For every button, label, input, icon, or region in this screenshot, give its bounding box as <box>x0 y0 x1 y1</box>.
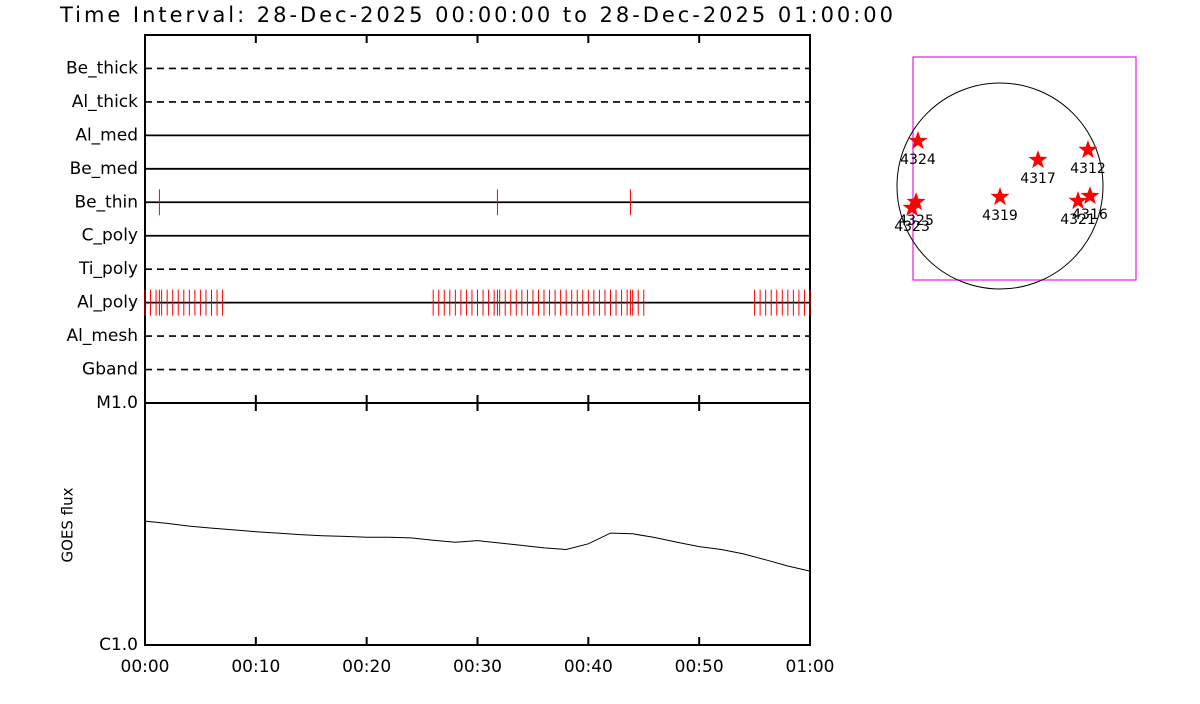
x-tick-label: 00:40 <box>564 657 613 677</box>
active-region-label: 4312 <box>1070 161 1106 177</box>
active-region-star <box>990 187 1010 206</box>
active-region-label: 4317 <box>1020 171 1056 187</box>
active-region-label: 4324 <box>900 152 936 168</box>
active-region-label: 4325 <box>898 213 934 229</box>
active-region-star <box>908 131 928 150</box>
filter-label: Ti_poly <box>78 259 138 279</box>
fov-box <box>912 56 1137 281</box>
filter-label: Al_med <box>75 125 138 145</box>
active-region-label: 4321 <box>1060 212 1096 228</box>
x-tick-label: 01:00 <box>786 657 835 677</box>
filter-label: C_poly <box>82 226 138 246</box>
y-tick-label: M1.0 <box>96 393 138 413</box>
active-region-label: 4319 <box>982 208 1018 224</box>
active-region-star <box>906 192 926 211</box>
filter-label: Be_thick <box>66 58 138 78</box>
active-region-star <box>902 198 922 217</box>
x-tick-label: 00:30 <box>453 657 502 677</box>
x-tick-label: 00:50 <box>675 657 724 677</box>
active-region-star <box>1028 150 1048 169</box>
filter-label: Gband <box>82 360 138 380</box>
filter-label: Al_poly <box>77 293 138 313</box>
x-tick-label: 00:00 <box>121 657 170 677</box>
y-tick-label: C1.0 <box>99 635 138 655</box>
active-region-label: 4316 <box>1072 207 1108 223</box>
y-axis-label: GOES flux <box>59 487 77 562</box>
active-region-star <box>1078 140 1098 159</box>
solar-limb <box>896 82 1104 290</box>
filter-label: Al_mesh <box>66 326 138 346</box>
filter-label: Al_thick <box>72 92 138 112</box>
filter-label: Be_thin <box>74 192 138 212</box>
x-tick-label: 00:20 <box>342 657 391 677</box>
active-region-star <box>1068 191 1088 210</box>
filter-label: Be_med <box>70 159 138 179</box>
goes-curve <box>144 520 811 572</box>
x-tick-label: 00:10 <box>231 657 280 677</box>
active-region-star <box>1080 186 1100 205</box>
active-region-label: 4323 <box>894 219 930 235</box>
